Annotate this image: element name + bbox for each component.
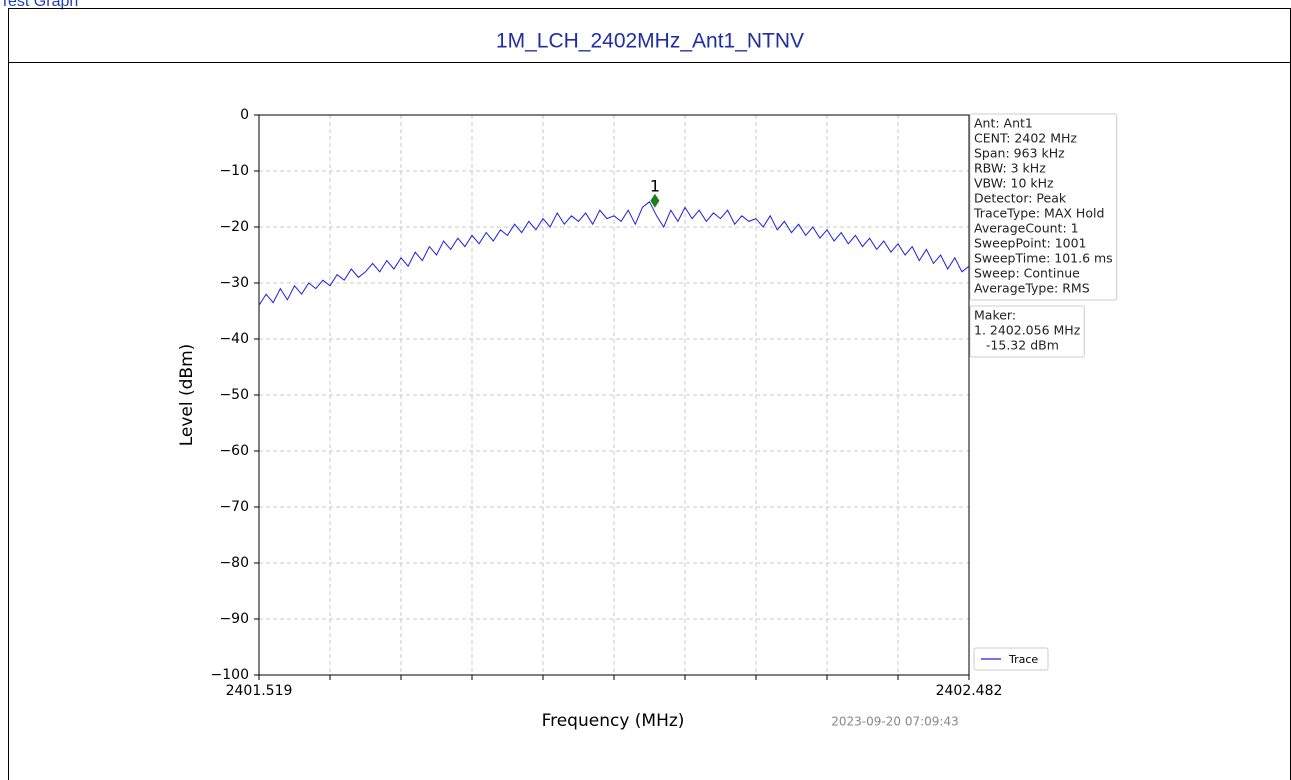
x-tick-label: 2401.519 (226, 683, 293, 699)
x-tick-label: 2402.482 (936, 683, 1003, 699)
marker-info-line: Maker: (974, 308, 1016, 323)
chart-title: 1M_LCH_2402MHz_Ant1_NTNV (496, 30, 804, 53)
marker-info-box (969, 305, 1085, 358)
legend-label: Trace (1008, 653, 1038, 666)
marker-label: 1 (650, 176, 660, 195)
y-tick-label: −40 (219, 331, 249, 347)
y-tick-label: −30 (219, 275, 249, 291)
info-line: AverageCount: 1 (974, 221, 1079, 236)
y-axis-label: Level (dBm) (177, 344, 197, 447)
marker-info-line: -15.32 dBm (974, 338, 1059, 353)
info-line: SweepTime: 101.6 ms (974, 251, 1113, 266)
y-tick-label: 0 (240, 107, 249, 123)
plot-frame (258, 114, 970, 676)
marker-info-line: 1. 2402.056 MHz (974, 323, 1081, 338)
info-line: Ant: Ant1 (974, 116, 1033, 131)
info-line: CENT: 2402 MHz (974, 131, 1077, 146)
info-line: Sweep: Continue (974, 266, 1080, 281)
marker (650, 193, 660, 208)
y-tick-label: −80 (219, 555, 249, 571)
y-tick-label: −50 (219, 387, 249, 403)
y-tick-label: −90 (219, 611, 249, 627)
info-line: Detector: Peak (974, 191, 1067, 206)
y-tick-label: −100 (211, 667, 249, 683)
timestamp: 2023-09-20 07:09:43 (831, 715, 958, 729)
info-box (969, 113, 1118, 301)
page-label: Test Graph (0, 0, 78, 10)
info-line: RBW: 3 kHz (974, 161, 1046, 176)
y-tick-label: −60 (219, 443, 249, 459)
info-line: SweepPoint: 1001 (974, 236, 1087, 251)
info-line: TraceType: MAX Hold (973, 206, 1104, 221)
legend-box (973, 647, 1049, 671)
info-line: VBW: 10 kHz (974, 176, 1054, 191)
info-line: Span: 963 kHz (974, 146, 1065, 161)
trace-line (258, 201, 970, 306)
y-tick-label: −70 (219, 499, 249, 515)
x-axis-label: Frequency (MHz) (542, 711, 685, 731)
y-tick-label: −10 (219, 163, 249, 179)
info-line: AverageType: RMS (974, 281, 1090, 296)
y-tick-label: −20 (219, 219, 249, 235)
